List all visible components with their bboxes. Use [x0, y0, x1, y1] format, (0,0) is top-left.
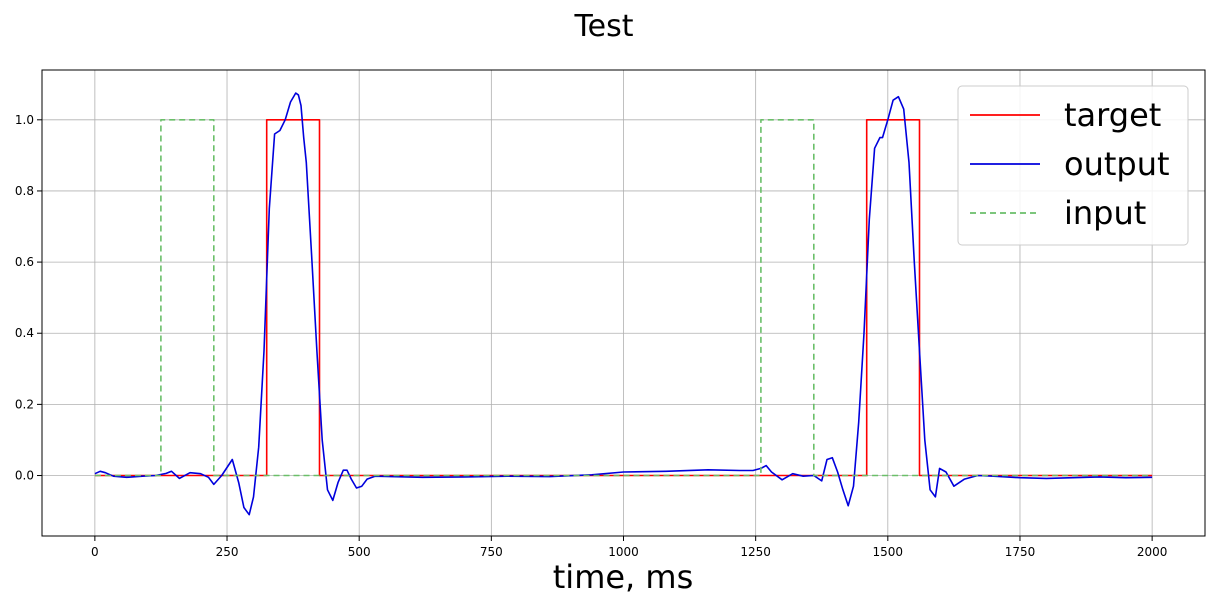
y-tick-label: 0.2 [15, 397, 34, 411]
y-axis-ticks: 0.0 0.2 0.4 0.6 0.8 1.0 [15, 113, 42, 483]
y-tick-label: 1.0 [15, 113, 34, 127]
legend: target output input [957, 85, 1189, 246]
legend-box [957, 85, 1189, 246]
legend-label-input: input [1064, 194, 1146, 232]
legend-label-target: target [1064, 96, 1161, 134]
legend-label-output: output [1064, 145, 1170, 183]
series-lines [94, 92, 1153, 516]
x-tick-label: 1500 [873, 545, 904, 559]
x-tick-label: 1250 [740, 545, 771, 559]
x-tick-label: 1750 [1005, 545, 1036, 559]
x-tick-label: 2000 [1137, 545, 1168, 559]
x-tick-label: 750 [480, 545, 503, 559]
x-axis-label: time, ms [553, 558, 693, 596]
x-tick-label: 0 [91, 545, 99, 559]
chart-title: Test [573, 9, 633, 44]
x-tick-label: 500 [348, 545, 371, 559]
y-tick-label: 0.8 [15, 184, 34, 198]
series-input-line [94, 119, 1153, 477]
y-tick-label: 0.0 [15, 469, 34, 483]
y-tick-label: 0.6 [15, 255, 34, 269]
x-tick-label: 1000 [608, 545, 639, 559]
x-axis-ticks: 0 250 500 750 1000 1250 1500 1750 2000 [91, 536, 1167, 559]
x-tick-label: 250 [216, 545, 239, 559]
series-output-line [94, 92, 1153, 516]
y-tick-label: 0.4 [15, 326, 34, 340]
